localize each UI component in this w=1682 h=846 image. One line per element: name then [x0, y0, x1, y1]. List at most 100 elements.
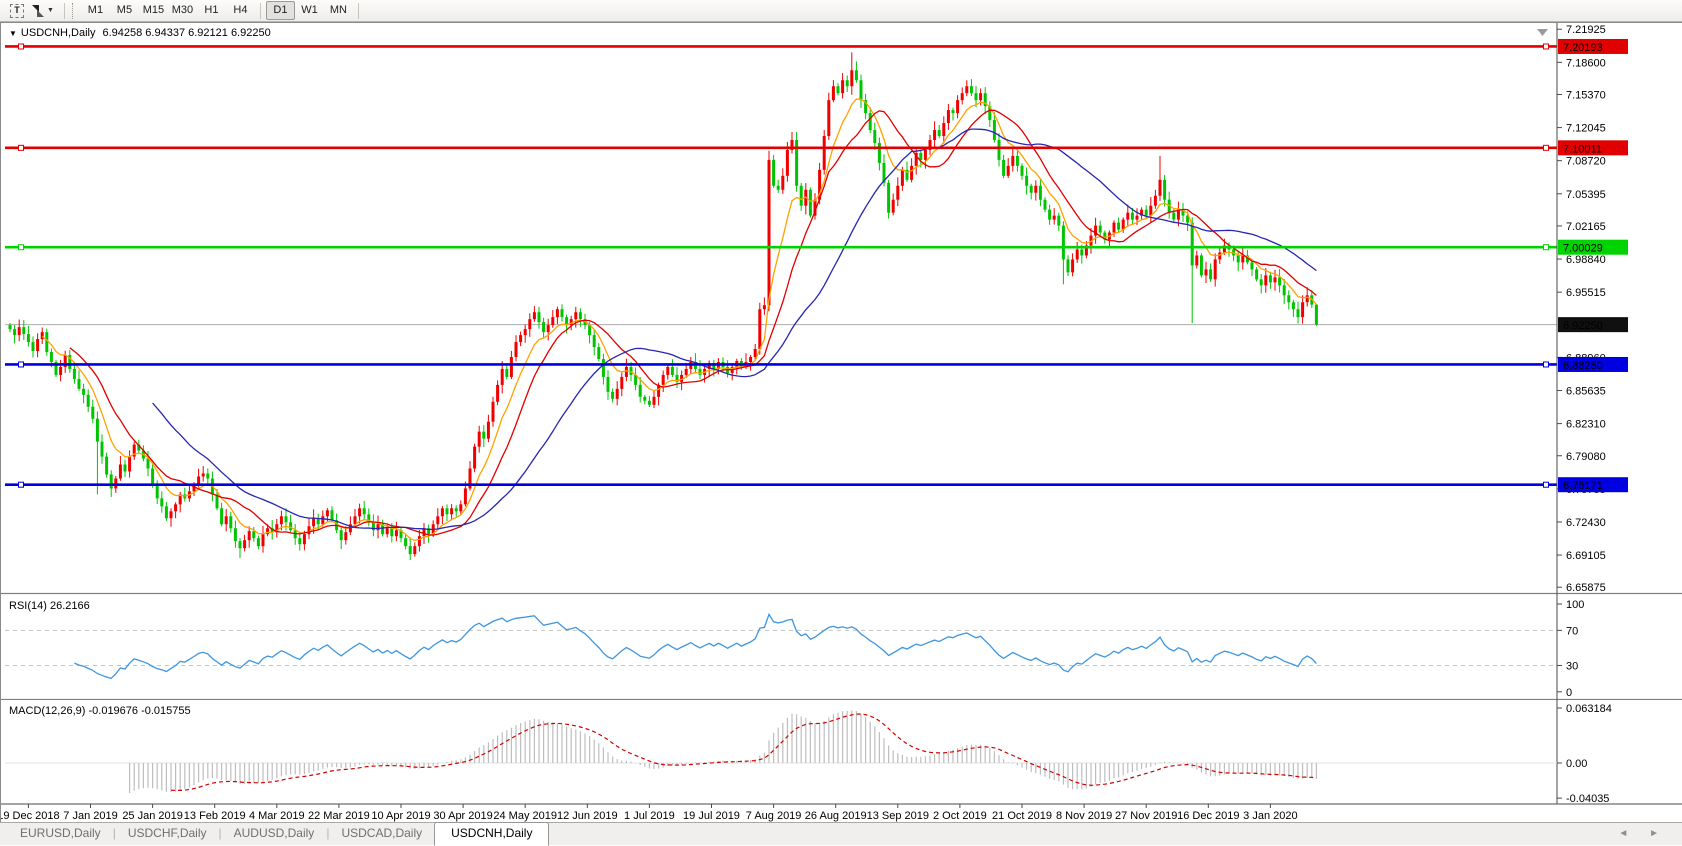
svg-text:7.00029: 7.00029: [1563, 243, 1603, 255]
line-anchor-handle[interactable]: [1543, 43, 1549, 50]
rsi-tick-label: 70: [1566, 625, 1578, 637]
svg-text:7.10011: 7.10011: [1563, 143, 1602, 155]
price-tick-label: 6.79080: [1566, 451, 1606, 463]
line-anchor-handle[interactable]: [18, 361, 24, 368]
macd-signal-line: [170, 713, 1317, 792]
line-anchor-handle[interactable]: [18, 481, 24, 488]
price-level-lines[interactable]: [5, 43, 1557, 488]
price-axis[interactable]: 7.21925 7.18600 7.15370 7.12045 7.08720 7.053…: [1557, 24, 1628, 805]
price-tick-label: 7.02165: [1566, 221, 1606, 233]
macd-histogram: [5, 710, 1557, 793]
timeframe-button-m5[interactable]: M5: [116, 4, 133, 16]
symbol-tab-bar: EURUSD,Daily | USDCHF,Daily | AUDUSD,Dai…: [0, 822, 1682, 846]
toolbar-separator: [357, 2, 359, 19]
price-level-badge: 6.92250: [1558, 317, 1628, 333]
price-tick-label: 6.82310: [1566, 419, 1606, 431]
ma-line-fast: [41, 98, 1317, 541]
chart-window: 7.21925 7.18600 7.15370 7.12045 7.08720 7.053…: [0, 22, 1682, 823]
macd-tick-label: -0.04035: [1566, 793, 1609, 805]
price-level-badge: 6.88250: [1558, 356, 1628, 372]
date-tick-label: 8 Nov 2019: [1056, 810, 1112, 822]
timeframe-button-d1[interactable]: D1: [265, 1, 295, 20]
price-tick-label: 6.98840: [1566, 254, 1606, 266]
timeframe-button-m15[interactable]: M15: [142, 4, 165, 16]
macd-tick-label: 0.00: [1566, 758, 1587, 770]
rsi-tick-label: 0: [1566, 687, 1572, 699]
date-tick-label: 12 Jun 2019: [557, 810, 618, 822]
chevron-down-icon: ▼: [47, 7, 54, 14]
date-tick-label: 7 Aug 2019: [746, 810, 802, 822]
date-tick-label: 25 Jan 2019: [122, 810, 183, 822]
tab-eurusd[interactable]: EURUSD,Daily: [20, 826, 101, 840]
tab-separator: |: [112, 826, 116, 840]
line-anchor-handle[interactable]: [18, 144, 24, 151]
date-tick-label: 7 Jan 2019: [63, 810, 117, 822]
date-tick-label: 13 Feb 2019: [184, 810, 246, 822]
price-tick-label: 6.69105: [1566, 550, 1606, 562]
price-level-badge: 7.10011: [1558, 140, 1628, 156]
date-tick-label: 27 Nov 2019: [1115, 810, 1177, 822]
timeframe-button-mn[interactable]: MN: [329, 4, 347, 16]
tab-usdcad[interactable]: USDCAD,Daily: [341, 826, 423, 840]
ma-line-slow: [152, 128, 1317, 531]
chart-canvas[interactable]: 7.21925 7.18600 7.15370 7.12045 7.08720 7.053…: [1, 23, 1682, 823]
text-tool-button[interactable]: T: [7, 2, 27, 20]
toolbar-separator: [63, 2, 65, 19]
line-anchor-handle[interactable]: [1543, 361, 1549, 368]
price-tick-label: 6.85635: [1566, 386, 1606, 398]
timeframe-button-w1[interactable]: W1: [301, 4, 318, 16]
svg-text:6.92250: 6.92250: [1563, 320, 1603, 332]
tab-separator: |: [326, 826, 330, 840]
price-tick-label: 6.95515: [1566, 287, 1606, 299]
tab-scroll-arrows[interactable]: ◄ ►: [1618, 828, 1668, 839]
timeframe-button-m1[interactable]: M1: [87, 4, 104, 16]
timeframe-button-m30[interactable]: M30: [171, 4, 194, 16]
price-tick-label: 6.72430: [1566, 517, 1606, 529]
price-level-badge: 7.20193: [1558, 38, 1628, 54]
macd-tick-label: 0.063184: [1566, 703, 1612, 715]
line-anchor-handle[interactable]: [18, 43, 24, 50]
price-tick-label: 7.08720: [1566, 156, 1606, 168]
line-anchor-handle[interactable]: [1543, 144, 1549, 151]
price-level-badge: 7.00029: [1558, 239, 1628, 255]
line-anchor-handle[interactable]: [18, 244, 24, 251]
toolbar-grip: [71, 2, 75, 19]
time-axis[interactable]: 19 Dec 2018 7 Jan 2019 25 Jan 2019 13 Feb 2…: [1, 804, 1298, 822]
toolbar: T ▼ M1 M5 M15 M30 H1 H4 D1 W1 MN: [0, 0, 1682, 22]
tab-audusd[interactable]: AUDUSD,Daily: [233, 826, 315, 840]
date-tick-label: 10 Apr 2019: [371, 810, 430, 822]
price-tick-label: 7.21925: [1566, 24, 1606, 36]
date-tick-label: 22 Mar 2019: [308, 810, 370, 822]
date-tick-label: 26 Aug 2019: [805, 810, 867, 822]
text-tool-icon: T: [10, 3, 24, 18]
tab-usdchf[interactable]: USDCHF,Daily: [127, 826, 207, 840]
line-anchor-handle[interactable]: [1543, 244, 1549, 251]
rsi-tick-label: 100: [1566, 599, 1584, 611]
timeframe-button-h4[interactable]: H4: [233, 4, 248, 16]
tab-usdcnh[interactable]: USDCNH,Daily: [434, 822, 550, 846]
svg-text:6.76171: 6.76171: [1563, 480, 1603, 492]
date-tick-label: 19 Jul 2019: [683, 810, 740, 822]
date-tick-label: 13 Sep 2019: [867, 810, 929, 822]
price-tick-label: 7.12045: [1566, 123, 1606, 135]
date-tick-label: 30 Apr 2019: [433, 810, 492, 822]
tab-separator: |: [218, 826, 222, 840]
chart-shift-marker-icon: [1537, 29, 1548, 36]
arrows-icon: [32, 4, 44, 17]
svg-text:7.20193: 7.20193: [1563, 42, 1603, 54]
rsi-line: [74, 612, 1317, 680]
date-tick-label: 4 Mar 2019: [249, 810, 305, 822]
cursor-arrows-button[interactable]: ▼: [29, 2, 57, 20]
candles-layer: [8, 52, 1318, 561]
date-tick-label: 2 Oct 2019: [933, 810, 987, 822]
date-tick-label: 19 Dec 2018: [1, 810, 60, 822]
date-tick-label: 1 Jul 2019: [624, 810, 675, 822]
date-tick-label: 3 Jan 2020: [1243, 810, 1297, 822]
timeframe-button-h1[interactable]: H1: [204, 4, 219, 16]
moving-averages-layer: [41, 98, 1317, 541]
price-level-badge: 6.76171: [1558, 477, 1628, 493]
line-anchor-handle[interactable]: [1543, 481, 1549, 488]
date-tick-label: 21 Oct 2019: [992, 810, 1052, 822]
toolbar-separator: [259, 2, 261, 19]
price-tick-label: 6.65875: [1566, 582, 1606, 594]
